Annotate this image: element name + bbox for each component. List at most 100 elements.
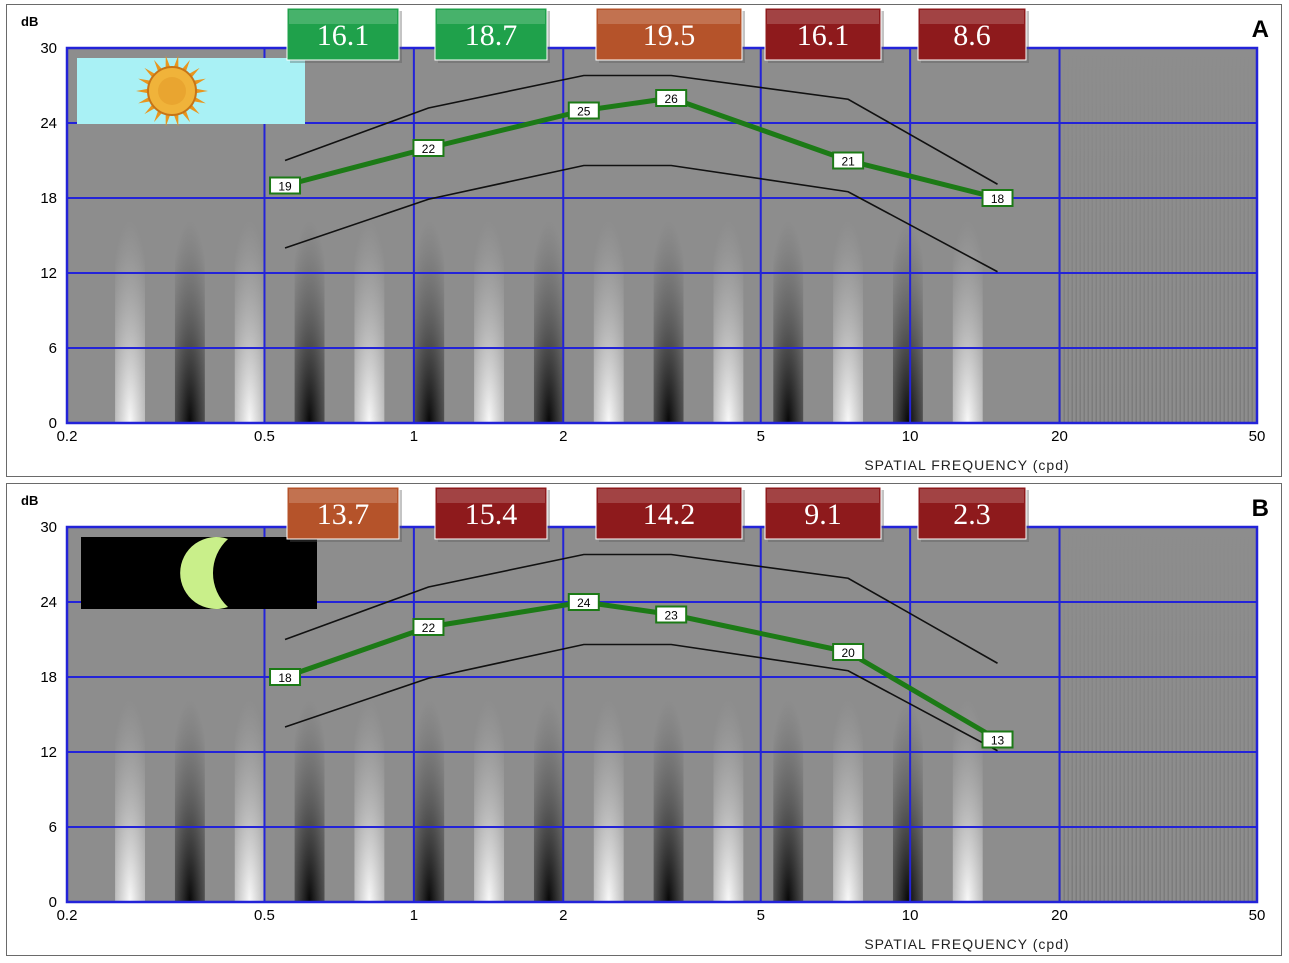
x-tick-label: 1: [410, 428, 418, 445]
data-point-marker: [655, 605, 688, 624]
data-point-label: 13: [991, 734, 1005, 748]
data-point-label: 22: [422, 142, 436, 156]
x-tick-label: 0.2: [57, 428, 78, 445]
x-tick-label: 2: [559, 907, 567, 924]
score-badge-value: 9.1: [804, 498, 842, 531]
score-badge: 13.7: [286, 486, 402, 542]
data-point-label: 22: [422, 621, 436, 635]
y-tick-label: 6: [49, 340, 57, 357]
x-tick-label: 20: [1051, 428, 1068, 445]
score-badge: 15.4: [434, 486, 550, 542]
score-badge-highlight: [920, 489, 1024, 503]
moon-icon: [81, 537, 317, 609]
score-badge-value: 8.6: [953, 19, 991, 52]
y-tick-label: 0: [49, 415, 57, 432]
score-badge-value: 16.1: [317, 19, 370, 52]
score-badge-box: [917, 486, 1027, 540]
x-tick-label: 0.2: [57, 907, 78, 924]
score-badge-box: [595, 486, 743, 540]
data-point-marker: [567, 593, 600, 611]
score-badge-highlight: [289, 10, 397, 24]
score-badge-box: [595, 7, 743, 61]
x-tick-label: 0.5: [254, 907, 275, 924]
score-badge: 14.2: [595, 486, 745, 542]
score-badge-highlight: [767, 489, 879, 503]
x-tick-label: 5: [757, 907, 765, 924]
norm-lower-line: [284, 164, 998, 273]
measured-curve: [284, 95, 999, 201]
x-tick-label: 50: [1249, 428, 1266, 445]
score-badge: 9.1: [764, 486, 884, 542]
x-axis-label: SPATIAL FREQUENCY (cpd): [864, 936, 1069, 952]
score-badge-highlight: [920, 10, 1024, 24]
data-point-label: 19: [278, 180, 292, 194]
score-badge-box: [286, 7, 400, 61]
data-point-label: 25: [577, 105, 591, 119]
csf-panel-b: 0.2 0.5 1 2 5 10 20 50 0 6 12 18 24 30 dB SPATIAL FREQU…: [6, 483, 1282, 956]
data-point-marker: [412, 139, 445, 157]
norm-upper-line: [284, 553, 998, 664]
score-badge-highlight: [437, 489, 545, 503]
score-badge-value: 16.1: [797, 19, 850, 52]
data-point-label: 26: [665, 92, 679, 106]
score-badge: 19.5: [595, 7, 745, 63]
score-badge-value: 2.3: [953, 498, 991, 531]
data-point-marker: [269, 668, 302, 686]
score-badge: 18.7: [434, 7, 550, 63]
data-point-marker: [412, 618, 445, 636]
score-badge-highlight: [598, 10, 740, 24]
score-badge-value: 14.2: [643, 498, 696, 531]
score-badge-value: 18.7: [465, 19, 518, 52]
sun-ray: [193, 88, 208, 94]
data-point-marker: [832, 151, 865, 170]
moon-crescent: [180, 537, 228, 609]
x-tick-label: 20: [1051, 907, 1068, 924]
data-point-label: 24: [577, 596, 591, 610]
x-tick-label: 10: [902, 428, 919, 445]
data-point-label: 18: [991, 192, 1005, 206]
x-tick-label: 5: [757, 428, 765, 445]
x-axis-label: SPATIAL FREQUENCY (cpd): [864, 457, 1069, 473]
measured-curve: [284, 599, 999, 742]
y-tick-label: 24: [40, 594, 57, 611]
score-badge: 16.1: [286, 7, 402, 63]
data-point-label: 20: [841, 646, 855, 660]
x-tick-label: 2: [559, 428, 567, 445]
score-badge-value: 15.4: [465, 498, 518, 531]
norm-lower-line: [284, 643, 998, 752]
score-badge-highlight: [598, 489, 740, 503]
data-point-marker: [655, 89, 688, 107]
score-badge-box: [917, 7, 1027, 61]
score-badge-highlight: [289, 489, 397, 503]
y-axis-unit: dB: [21, 493, 38, 508]
score-badge: 2.3: [917, 486, 1029, 542]
score-badge-box: [434, 7, 548, 61]
score-badge: 8.6: [917, 7, 1029, 63]
sun-core: [158, 77, 186, 105]
data-point-marker: [832, 643, 865, 661]
x-tick-label: 10: [902, 907, 919, 924]
y-tick-label: 30: [40, 40, 57, 57]
norm-upper-line: [284, 74, 998, 185]
data-point-label: 23: [665, 609, 679, 623]
score-badge: 16.1: [764, 7, 884, 63]
score-badge-highlight: [767, 10, 879, 24]
x-tick-label: 0.5: [254, 428, 275, 445]
score-badge-value: 13.7: [317, 498, 370, 531]
score-badge-box: [286, 486, 400, 540]
y-tick-label: 6: [49, 819, 57, 836]
data-point-marker: [567, 101, 600, 120]
score-badge-value: 19.5: [643, 19, 696, 52]
sun-icon: [77, 55, 305, 127]
panel-letter: A: [1252, 16, 1269, 43]
score-badge-box: [764, 7, 882, 61]
y-tick-label: 24: [40, 115, 57, 132]
score-badge-box: [764, 486, 882, 540]
y-tick-label: 12: [40, 265, 57, 282]
panel-letter: B: [1252, 495, 1269, 522]
data-point-marker: [981, 189, 1014, 207]
y-tick-label: 0: [49, 894, 57, 911]
csf-panel-a: 0.2 0.5 1 2 5 10 20 50 0 6 12 18 24 30 dB SPATIAL FREQU…: [6, 4, 1282, 477]
